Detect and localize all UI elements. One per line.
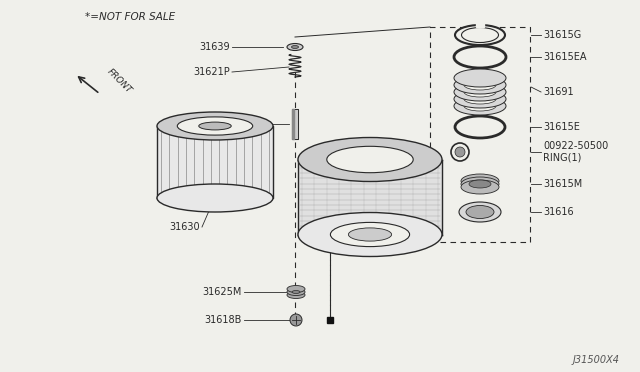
Ellipse shape [461, 180, 499, 194]
Ellipse shape [466, 205, 494, 218]
Ellipse shape [157, 184, 273, 212]
Circle shape [455, 147, 465, 157]
Ellipse shape [461, 177, 499, 191]
Text: 31639: 31639 [200, 42, 230, 52]
Ellipse shape [455, 25, 505, 45]
Ellipse shape [454, 90, 506, 108]
Text: J31500X4: J31500X4 [573, 355, 620, 365]
Text: 31615G: 31615G [543, 30, 581, 40]
Circle shape [451, 143, 469, 161]
Text: 31615EA: 31615EA [543, 52, 586, 62]
Ellipse shape [287, 285, 305, 292]
Ellipse shape [461, 174, 499, 188]
Ellipse shape [327, 146, 413, 173]
Text: FRONT: FRONT [105, 67, 133, 95]
Polygon shape [298, 160, 442, 234]
Ellipse shape [454, 46, 506, 68]
Ellipse shape [291, 45, 298, 48]
Text: 31615M: 31615M [543, 179, 582, 189]
Ellipse shape [177, 117, 253, 135]
Text: 00922-50500
RING(1): 00922-50500 RING(1) [543, 141, 608, 163]
Text: 31691: 31691 [543, 87, 573, 97]
Text: *=NOT FOR SALE: *=NOT FOR SALE [85, 12, 175, 22]
Ellipse shape [454, 76, 506, 94]
Ellipse shape [287, 289, 305, 295]
Text: 31625M: 31625M [203, 287, 242, 297]
Text: 31621P: 31621P [193, 67, 230, 77]
Ellipse shape [464, 87, 496, 97]
Ellipse shape [464, 94, 496, 104]
Ellipse shape [454, 97, 506, 115]
Ellipse shape [298, 212, 442, 257]
Ellipse shape [298, 138, 442, 182]
Circle shape [290, 314, 302, 326]
Ellipse shape [455, 116, 505, 138]
Ellipse shape [287, 292, 305, 298]
Text: 31630: 31630 [170, 222, 200, 232]
Polygon shape [292, 109, 298, 139]
Text: 31618B: 31618B [205, 315, 242, 325]
Ellipse shape [459, 202, 501, 222]
Ellipse shape [469, 180, 491, 188]
Ellipse shape [157, 112, 273, 140]
Text: 31616: 31616 [543, 207, 573, 217]
Ellipse shape [454, 83, 506, 101]
Ellipse shape [461, 28, 499, 42]
Ellipse shape [464, 101, 496, 111]
Ellipse shape [199, 122, 231, 130]
Ellipse shape [348, 228, 392, 241]
Polygon shape [157, 126, 273, 198]
Ellipse shape [330, 222, 410, 247]
Polygon shape [292, 109, 294, 139]
Text: 31618: 31618 [195, 119, 225, 129]
Ellipse shape [292, 291, 300, 294]
Text: 31615E: 31615E [543, 122, 580, 132]
Ellipse shape [454, 69, 506, 87]
Polygon shape [476, 23, 484, 27]
Ellipse shape [287, 44, 303, 51]
Ellipse shape [464, 80, 496, 90]
